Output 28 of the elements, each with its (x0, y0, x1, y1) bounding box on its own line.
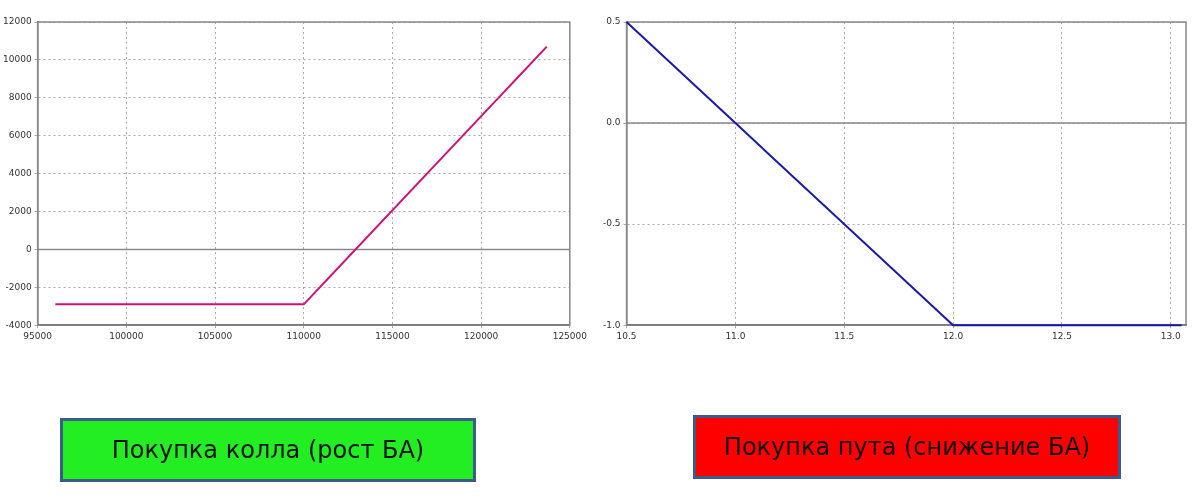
y-tick-label: 8000 (8, 92, 32, 103)
x-tick-label: 13.0 (1160, 330, 1182, 341)
x-tick-label: 120000 (463, 330, 499, 341)
x-tick-label: 10.5 (616, 330, 637, 341)
x-tick-label: 105000 (197, 330, 233, 341)
y-tick-label: -0.5 (603, 218, 621, 229)
x-tick-label: 115000 (375, 330, 410, 341)
x-tick-label: 100000 (109, 330, 144, 341)
text: Покупка пута (снижение БА) (693, 415, 1121, 479)
y-tick-label: -4000 (5, 319, 32, 330)
y-tick-label: -1.0 (603, 319, 621, 330)
x-tick-label: 110000 (286, 330, 322, 341)
x-tick-label: 12.5 (1051, 330, 1072, 341)
y-tick-label: 0.5 (606, 16, 621, 27)
x-tick-label: 125000 (552, 330, 588, 341)
x-tick-label: 95000 (23, 330, 53, 341)
x-tick-label: 11.5 (834, 330, 855, 341)
y-tick-label: 12000 (2, 16, 32, 27)
y-tick-label: 4000 (8, 167, 32, 178)
y-tick-label: 0 (25, 243, 32, 254)
y-tick-label: 6000 (8, 130, 32, 141)
text: Покупка колла (рост БА) (60, 418, 476, 482)
y-tick-label: 2000 (8, 205, 32, 216)
x-tick-label: 11.0 (725, 330, 746, 341)
y-tick-label: 10000 (2, 54, 32, 65)
y-tick-label: 0.0 (606, 117, 621, 128)
y-tick-label: -2000 (5, 281, 32, 292)
x-tick-label: 12.0 (943, 330, 964, 341)
